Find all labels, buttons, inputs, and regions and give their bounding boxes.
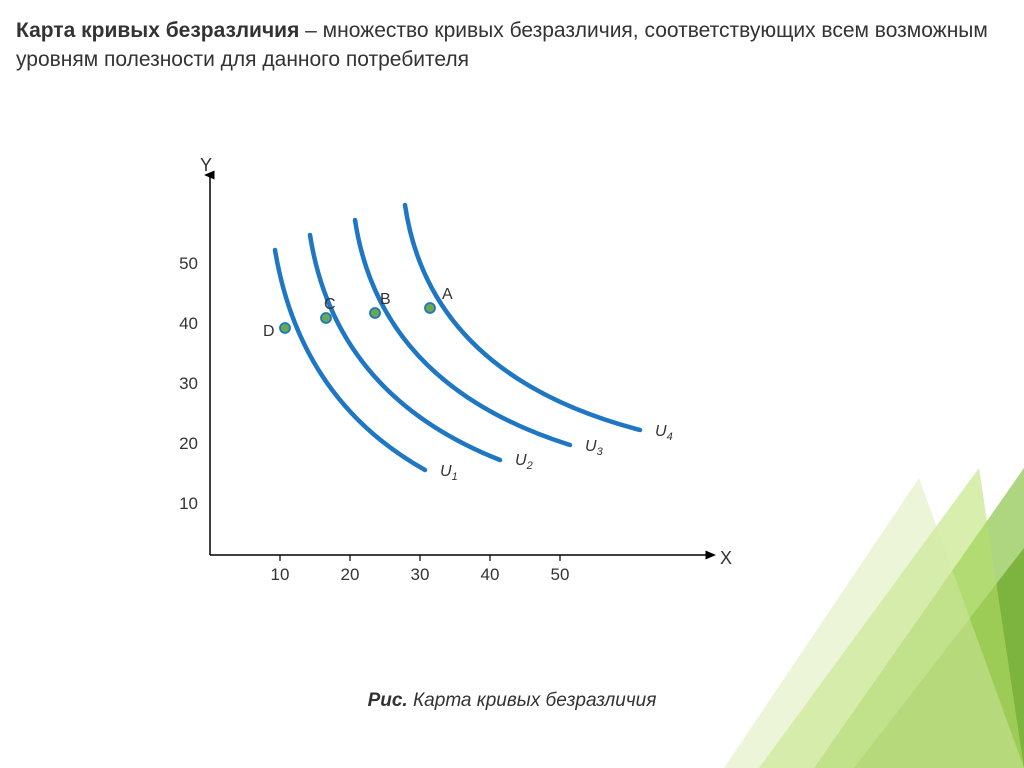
curve-U2 <box>310 235 500 460</box>
point-C <box>321 313 331 323</box>
curve-U1 <box>275 250 425 470</box>
title: Карта кривых безразличия – множество кри… <box>0 0 1024 75</box>
caption-prefix: Рис. <box>368 690 408 711</box>
point-label-D: D <box>263 323 275 341</box>
point-label-A: A <box>442 286 453 304</box>
curve-label-U1: U1 <box>440 463 458 483</box>
chart-svg <box>150 160 750 610</box>
curve-label-U2: U2 <box>515 452 533 472</box>
points <box>280 303 435 333</box>
y-tick-20: 20 <box>168 434 198 454</box>
caption-text: Карта кривых безразличия <box>408 690 657 711</box>
curve-label-U3: U3 <box>585 438 603 458</box>
x-tick-30: 30 <box>405 565 435 585</box>
y-axis-label: Y <box>200 155 212 176</box>
curves <box>275 205 640 470</box>
y-tick-10: 10 <box>168 494 198 514</box>
x-tick-40: 40 <box>475 565 505 585</box>
point-D <box>280 323 290 333</box>
x-tick-50: 50 <box>545 565 575 585</box>
y-tick-40: 40 <box>168 314 198 334</box>
y-tick-30: 30 <box>168 374 198 394</box>
chart: Y X 50 40 30 20 10 10 20 30 40 50 U1U2U3… <box>150 160 750 610</box>
point-label-C: C <box>324 296 336 314</box>
y-tick-50: 50 <box>168 254 198 274</box>
corner-decoration <box>724 468 1024 768</box>
point-label-B: B <box>380 291 391 309</box>
x-ticks <box>280 555 560 561</box>
curve-label-U4: U4 <box>655 423 673 443</box>
point-B <box>370 308 380 318</box>
point-A <box>425 303 435 313</box>
x-tick-10: 10 <box>265 565 295 585</box>
x-axis-label: X <box>720 548 732 569</box>
caption: Рис. Карта кривых безразличия <box>0 690 1024 712</box>
x-tick-20: 20 <box>335 565 365 585</box>
curve-U4 <box>405 205 640 430</box>
title-bold: Карта кривых безразличия <box>16 19 299 42</box>
